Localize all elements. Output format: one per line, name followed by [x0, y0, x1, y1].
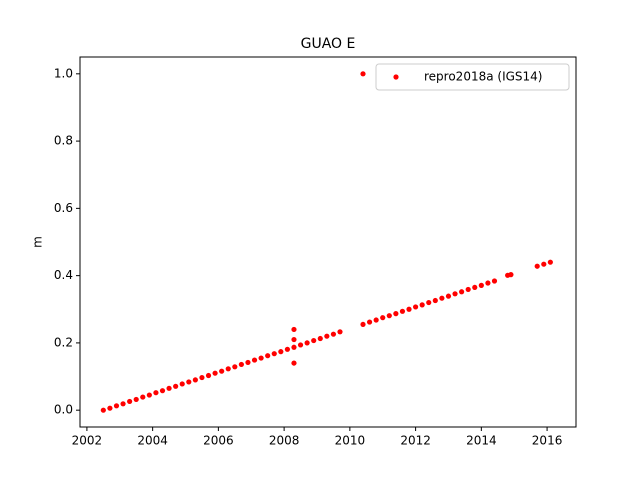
point — [219, 368, 225, 374]
point — [166, 385, 172, 391]
point — [245, 359, 251, 366]
legend-marker — [393, 74, 399, 80]
point — [205, 372, 212, 379]
point — [186, 379, 192, 385]
point — [225, 366, 231, 372]
point — [199, 374, 205, 381]
x-tick-label: 2006 — [203, 434, 234, 448]
point — [133, 396, 139, 403]
point — [291, 360, 297, 366]
point — [317, 335, 323, 342]
legend-box — [375, 63, 570, 91]
point — [179, 381, 185, 387]
point — [127, 398, 133, 405]
point — [278, 349, 284, 355]
x-tick-label: 2004 — [137, 434, 168, 448]
point — [120, 401, 126, 407]
point — [491, 278, 498, 284]
point — [472, 284, 478, 291]
x-tick-label: 2014 — [466, 434, 497, 448]
x-tick-label: 2008 — [269, 434, 300, 448]
y-tick-label: 0.2 — [54, 335, 73, 349]
y-tick-label: 0.4 — [54, 268, 73, 282]
point — [311, 337, 317, 344]
y-axis-label: m — [31, 236, 45, 248]
point — [399, 308, 406, 314]
point — [360, 71, 366, 77]
point — [439, 295, 445, 301]
x-tick-label: 2010 — [335, 434, 366, 448]
point — [291, 344, 297, 350]
point — [140, 394, 146, 400]
point — [373, 317, 379, 323]
point — [406, 306, 412, 312]
point — [465, 286, 471, 293]
point — [291, 336, 297, 343]
point — [360, 321, 366, 328]
point — [541, 261, 547, 267]
point — [393, 311, 399, 317]
point — [485, 280, 491, 286]
x-tick-label: 2016 — [532, 434, 563, 448]
point — [284, 346, 291, 352]
point — [534, 263, 540, 269]
point — [265, 353, 271, 359]
y-tick-label: 0.8 — [54, 134, 73, 148]
point — [432, 297, 438, 304]
x-tick-label: 2012 — [400, 434, 431, 448]
point — [386, 313, 392, 319]
point — [153, 390, 159, 396]
point — [100, 407, 106, 413]
point — [380, 315, 386, 321]
point — [212, 370, 218, 376]
point — [324, 333, 330, 339]
point — [419, 302, 425, 308]
point — [547, 259, 553, 265]
plot-frame — [79, 56, 577, 428]
x-tick-label: 2002 — [72, 434, 103, 448]
point — [426, 299, 432, 306]
point — [146, 392, 152, 398]
point — [258, 355, 264, 361]
point — [291, 326, 297, 333]
chart-title: GUAO E — [301, 36, 356, 52]
point — [297, 342, 304, 348]
point — [251, 357, 258, 363]
point — [232, 364, 238, 370]
point — [452, 291, 458, 297]
y-tick-label: 1.0 — [54, 66, 73, 80]
point — [330, 331, 337, 337]
point — [412, 304, 419, 310]
point — [271, 351, 277, 357]
point — [366, 319, 373, 325]
y-tick-label: 0.6 — [54, 201, 73, 215]
point — [173, 383, 179, 389]
point — [337, 329, 343, 335]
point — [508, 272, 514, 278]
point — [238, 361, 244, 368]
point — [304, 340, 310, 346]
point — [107, 405, 113, 411]
point — [459, 289, 465, 295]
point — [192, 377, 198, 383]
y-tick-label: 0.0 — [54, 403, 73, 417]
point — [478, 282, 484, 288]
point — [113, 403, 120, 409]
point — [159, 388, 166, 394]
point — [445, 293, 452, 299]
legend-label: repro2018a (IGS14) — [424, 70, 542, 84]
